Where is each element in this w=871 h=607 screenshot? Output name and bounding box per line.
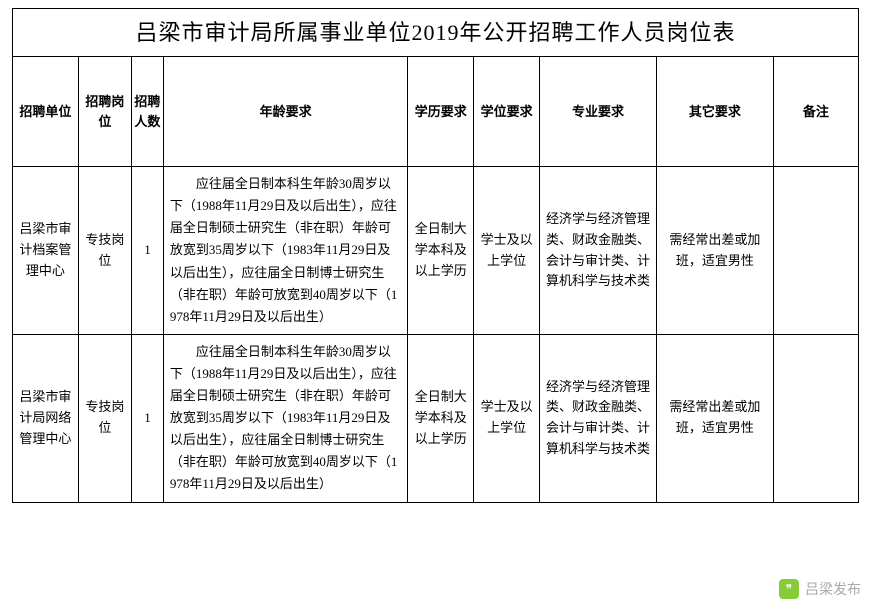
table-title: 吕梁市审计局所属事业单位2019年公开招聘工作人员岗位表 [13, 9, 859, 57]
table-row: 吕梁市审计档案管理中心 专技岗位 1 应往届全日制本科生年龄30周岁以下（198… [13, 167, 859, 335]
cell-note [773, 167, 858, 335]
cell-unit: 吕梁市审计局网络管理中心 [13, 334, 79, 502]
cell-note [773, 334, 858, 502]
cell-other: 需经常出差或加班，适宜男性 [656, 334, 773, 502]
header-note: 备注 [773, 57, 858, 167]
header-edu: 学历要求 [408, 57, 474, 167]
cell-degree: 学士及以上学位 [474, 167, 540, 335]
header-degree: 学位要求 [474, 57, 540, 167]
watermark-text: 吕梁发布 [805, 579, 861, 599]
cell-post: 专技岗位 [78, 334, 131, 502]
header-other: 其它要求 [656, 57, 773, 167]
cell-unit: 吕梁市审计档案管理中心 [13, 167, 79, 335]
table-row: 吕梁市审计局网络管理中心 专技岗位 1 应往届全日制本科生年龄30周岁以下（19… [13, 334, 859, 502]
header-post: 招聘岗位 [78, 57, 131, 167]
cell-post: 专技岗位 [78, 167, 131, 335]
cell-edu: 全日制大学本科及以上学历 [408, 334, 474, 502]
header-age: 年龄要求 [163, 57, 407, 167]
cell-edu: 全日制大学本科及以上学历 [408, 167, 474, 335]
wechat-icon: ❞ [779, 579, 799, 599]
title-row: 吕梁市审计局所属事业单位2019年公开招聘工作人员岗位表 [13, 9, 859, 57]
cell-other: 需经常出差或加班，适宜男性 [656, 167, 773, 335]
header-major: 专业要求 [540, 57, 657, 167]
cell-degree: 学士及以上学位 [474, 334, 540, 502]
cell-age: 应往届全日制本科生年龄30周岁以下（1988年11月29日及以后出生），应往届全… [163, 167, 407, 335]
cell-count: 1 [132, 167, 164, 335]
recruitment-table: 吕梁市审计局所属事业单位2019年公开招聘工作人员岗位表 招聘单位 招聘岗位 招… [12, 8, 859, 503]
header-unit: 招聘单位 [13, 57, 79, 167]
header-row: 招聘单位 招聘岗位 招聘人数 年龄要求 学历要求 学位要求 专业要求 其它要求 … [13, 57, 859, 167]
cell-age: 应往届全日制本科生年龄30周岁以下（1988年11月29日及以后出生），应往届全… [163, 334, 407, 502]
page-container: 吕梁市审计局所属事业单位2019年公开招聘工作人员岗位表 招聘单位 招聘岗位 招… [0, 0, 871, 511]
cell-count: 1 [132, 334, 164, 502]
cell-major: 经济学与经济管理类、财政金融类、会计与审计类、计算机科学与技术类 [540, 167, 657, 335]
watermark: ❞ 吕梁发布 [779, 579, 861, 599]
cell-major: 经济学与经济管理类、财政金融类、会计与审计类、计算机科学与技术类 [540, 334, 657, 502]
header-count: 招聘人数 [132, 57, 164, 167]
